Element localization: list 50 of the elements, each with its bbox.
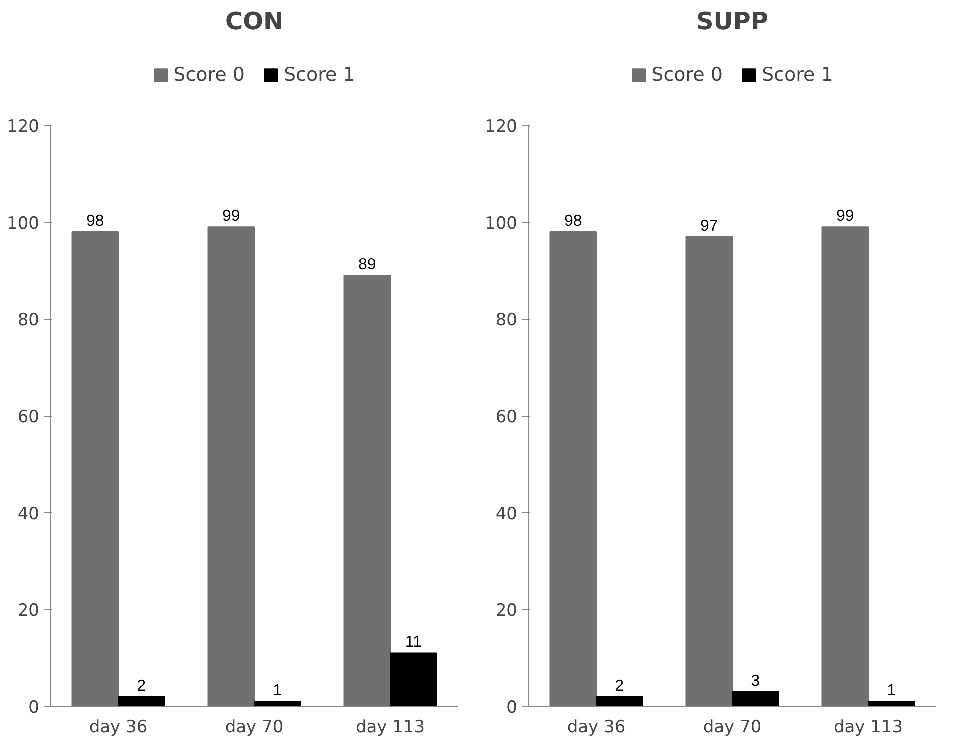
- bar: [254, 701, 302, 706]
- bar: [596, 696, 644, 706]
- data-label: 3: [751, 672, 760, 690]
- y-tick-label: 80: [18, 310, 40, 331]
- bar: [118, 696, 166, 706]
- y-tick-label: 0: [506, 698, 518, 718]
- data-label: 2: [615, 678, 624, 695]
- data-label: 98: [86, 213, 104, 230]
- x-tick-label: day 70: [225, 718, 284, 738]
- data-label: 1: [273, 682, 282, 700]
- data-label: 89: [358, 256, 376, 274]
- y-tick-label: 80: [496, 310, 518, 331]
- y-tick-label: 40: [18, 504, 40, 524]
- y-tick-label: 20: [18, 601, 40, 622]
- y-tick-label: 60: [18, 408, 40, 428]
- bar: [390, 652, 438, 706]
- bar: [732, 691, 780, 706]
- data-label: 2: [137, 678, 146, 695]
- bar: [72, 232, 119, 706]
- y-tick-label: 0: [28, 698, 40, 718]
- bar: [686, 236, 733, 706]
- y-tick-label: 60: [496, 408, 518, 428]
- legend-label: Score 0: [174, 64, 245, 86]
- bar: [550, 232, 597, 706]
- legend-label: Score 0: [652, 64, 723, 86]
- data-label: 98: [564, 213, 582, 230]
- y-tick-label: 40: [496, 504, 518, 524]
- legend-label: Score 1: [762, 64, 834, 86]
- bar: [344, 275, 391, 706]
- y-tick-label: 120: [485, 117, 518, 137]
- bar: [822, 226, 869, 706]
- data-label: 11: [405, 634, 422, 652]
- data-label: 99: [836, 208, 854, 226]
- x-tick-label: day 36: [89, 718, 148, 738]
- chart-title: SUPP: [696, 8, 768, 36]
- y-tick-label: 20: [496, 601, 518, 622]
- x-tick-label: day 70: [703, 718, 762, 738]
- chart-title: CON: [225, 8, 284, 36]
- y-tick-label: 120: [7, 117, 40, 137]
- x-tick-label: day 113: [356, 718, 426, 738]
- legend-label: Score 1: [284, 64, 356, 86]
- y-tick-label: 100: [7, 214, 40, 234]
- data-label: 1: [887, 682, 896, 700]
- x-tick-label: day 36: [567, 718, 626, 738]
- bar: [868, 701, 916, 706]
- y-tick-label: 100: [485, 214, 518, 234]
- bar: [208, 226, 255, 706]
- data-label: 97: [700, 218, 718, 235]
- data-label: 99: [222, 208, 240, 226]
- x-tick-label: day 113: [834, 718, 904, 738]
